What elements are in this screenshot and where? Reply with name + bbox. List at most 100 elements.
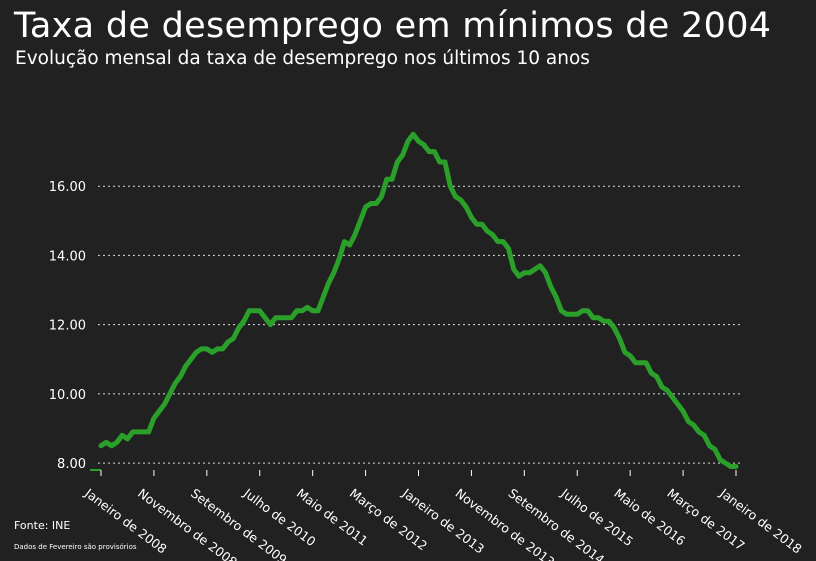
data-point	[490, 232, 495, 237]
data-point	[358, 218, 363, 223]
data-point	[675, 402, 680, 407]
data-point	[718, 457, 723, 462]
data-point	[162, 402, 167, 407]
data-point	[194, 350, 199, 355]
data-point	[141, 429, 146, 434]
data-point	[151, 416, 156, 421]
data-point	[315, 308, 320, 313]
data-point	[532, 267, 537, 272]
data-point	[432, 149, 437, 154]
data-point	[114, 440, 119, 445]
data-point	[681, 409, 686, 414]
y-tick-label: 10.00	[49, 388, 86, 403]
data-point	[363, 204, 368, 209]
data-point	[659, 384, 664, 389]
data-point	[554, 294, 559, 299]
data-point	[564, 312, 569, 317]
data-point	[495, 239, 500, 244]
provisional-note: Dados de Fevereiro são provisórios	[14, 543, 137, 551]
data-point	[596, 315, 601, 320]
data-point	[607, 319, 612, 324]
data-point	[485, 229, 490, 234]
data-point	[617, 336, 622, 341]
data-point	[511, 267, 516, 272]
data-point	[538, 263, 543, 268]
data-point	[300, 308, 305, 313]
data-point	[331, 270, 336, 275]
data-point	[342, 239, 347, 244]
data-point	[390, 177, 395, 182]
data-point	[215, 346, 220, 351]
data-point	[321, 294, 326, 299]
data-point	[559, 308, 564, 313]
data-point	[522, 270, 527, 275]
data-point	[517, 274, 522, 279]
gridlines	[98, 185, 740, 464]
data-point	[469, 215, 474, 220]
data-point	[421, 142, 426, 147]
chart-title: Taxa de desemprego em mínimos de 2004	[14, 6, 772, 46]
data-point	[257, 308, 262, 313]
data-point	[247, 308, 252, 313]
data-point	[448, 184, 453, 189]
data-point	[633, 360, 638, 365]
data-point	[173, 381, 178, 386]
data-point	[411, 132, 416, 137]
data-point	[437, 159, 442, 164]
data-point	[665, 388, 670, 393]
data-point	[273, 315, 278, 320]
data-point	[464, 204, 469, 209]
data-point	[268, 322, 273, 327]
data-point	[707, 443, 712, 448]
data-point	[474, 222, 479, 227]
data-point	[506, 246, 511, 251]
data-point	[723, 461, 728, 466]
data-point	[210, 350, 215, 355]
data-point	[400, 153, 405, 158]
data-point	[405, 139, 410, 144]
source-label: Fonte: INE	[14, 519, 71, 532]
data-point	[638, 360, 643, 365]
data-point	[368, 201, 373, 206]
y-tick-label: 16.00	[49, 180, 86, 195]
data-point	[326, 281, 331, 286]
data-point	[263, 315, 268, 320]
data-point	[120, 433, 125, 438]
y-tick-label: 8.00	[57, 457, 86, 472]
data-point	[480, 222, 485, 227]
series-group	[98, 131, 739, 470]
x-tick-label: Setembro de 2014	[506, 485, 608, 561]
data-point	[601, 319, 606, 324]
data-point	[644, 360, 649, 365]
data-point	[379, 194, 384, 199]
data-point	[712, 447, 717, 452]
data-point	[702, 433, 707, 438]
data-point	[347, 243, 352, 248]
data-point	[527, 270, 532, 275]
data-point	[622, 350, 627, 355]
data-point	[548, 284, 553, 289]
data-point	[569, 312, 574, 317]
y-tick-label: 14.00	[49, 249, 86, 264]
data-point	[220, 346, 225, 351]
data-point	[99, 443, 104, 448]
data-point	[236, 326, 241, 331]
data-point	[109, 443, 114, 448]
data-point	[337, 256, 342, 261]
data-point	[734, 464, 739, 469]
data-point	[146, 429, 151, 434]
data-point	[691, 423, 696, 428]
data-point	[294, 308, 299, 313]
data-point	[442, 159, 447, 164]
data-point	[416, 139, 421, 144]
data-point	[252, 308, 257, 313]
data-point	[427, 149, 432, 154]
data-point	[231, 336, 236, 341]
data-point	[305, 305, 310, 310]
data-point	[104, 440, 109, 445]
data-point	[130, 429, 135, 434]
data-point	[384, 177, 389, 182]
data-point	[458, 198, 463, 203]
data-point	[136, 429, 141, 434]
